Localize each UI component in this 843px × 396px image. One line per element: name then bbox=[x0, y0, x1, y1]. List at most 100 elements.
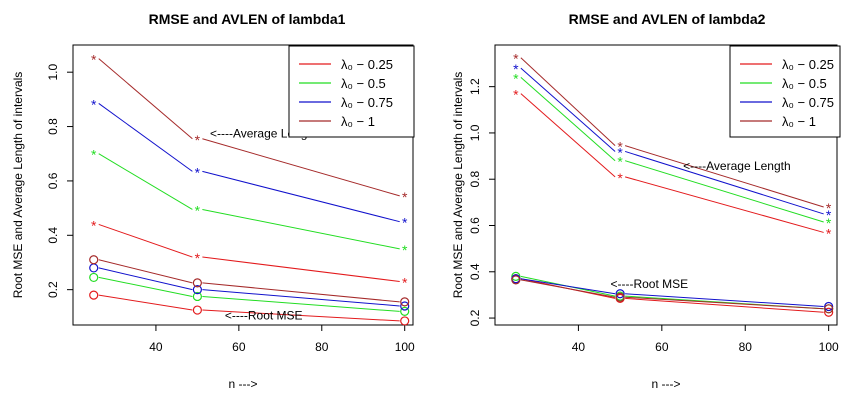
series-3: *** bbox=[511, 61, 834, 312]
avlen-point: * bbox=[195, 250, 201, 266]
y-tick-label: 0.4 bbox=[46, 227, 60, 244]
avlen-point: * bbox=[402, 275, 408, 291]
legend-entry: λ₀ − 0.75 bbox=[341, 95, 393, 110]
rmse-line bbox=[202, 309, 400, 322]
rmse-line bbox=[625, 293, 824, 307]
rmse-point bbox=[824, 304, 834, 314]
y-tick-label: 1.0 bbox=[46, 64, 60, 81]
x-tick-label: 100 bbox=[819, 340, 839, 354]
rmse-point bbox=[192, 285, 202, 295]
y-tick-label: 0.4 bbox=[468, 263, 482, 280]
x-axis-label: n ---> bbox=[228, 377, 257, 391]
avlen-line bbox=[520, 57, 616, 147]
rmse-point bbox=[192, 278, 202, 288]
avlen-point: * bbox=[513, 87, 519, 103]
avlen-line bbox=[202, 208, 400, 250]
rmse-line bbox=[520, 279, 616, 298]
rmse-line bbox=[202, 282, 400, 303]
avlen-point: * bbox=[91, 217, 97, 233]
avlen-line bbox=[624, 176, 824, 233]
rmse-point bbox=[400, 316, 410, 326]
rmse-point bbox=[511, 275, 521, 285]
rmse-line bbox=[98, 259, 193, 284]
legend-entry: λ₀ − 1 bbox=[341, 114, 375, 129]
avlen-line bbox=[624, 160, 824, 223]
chart-panel-2: RMSE and AVLEN of lambda2 40 60 80 100 0.2 0.4… bbox=[451, 11, 841, 391]
series-4: * * * bbox=[89, 52, 410, 307]
rmse-point bbox=[89, 272, 99, 283]
avlen-point: * bbox=[826, 207, 832, 223]
avlen-point: * bbox=[402, 189, 408, 205]
y-axis-label: Root MSE and Average Length of intervals bbox=[451, 72, 465, 299]
series-1: * * * bbox=[89, 217, 410, 326]
avlen-line bbox=[98, 103, 193, 172]
avlen-line bbox=[202, 138, 400, 197]
y-tick-label: 0.2 bbox=[46, 281, 60, 298]
legend-entry: λ₀ − 0.5 bbox=[341, 76, 386, 91]
y-tick-label: 0.8 bbox=[468, 171, 482, 188]
x-axis-label: n ---> bbox=[651, 377, 680, 391]
legend-box bbox=[729, 45, 841, 138]
x-tick-label: 100 bbox=[395, 340, 415, 354]
avlen-point: * bbox=[402, 215, 408, 231]
legend: λ₀ − 0.25 λ₀ − 0.5 λ₀ − 0.75 λ₀ − 1 bbox=[729, 45, 841, 138]
legend-box bbox=[288, 45, 415, 138]
rmse-line bbox=[202, 289, 400, 307]
avlen-point: * bbox=[826, 225, 832, 241]
avlen-point: * bbox=[513, 70, 519, 86]
chart-title: RMSE and AVLEN of lambda2 bbox=[569, 11, 766, 27]
legend-entry: λ₀ − 0.25 bbox=[782, 57, 834, 72]
legend: λ₀ − 0.25 λ₀ − 0.5 λ₀ − 0.75 λ₀ − 1 bbox=[288, 45, 415, 138]
legend-entry: λ₀ − 1 bbox=[782, 114, 816, 129]
rmse-point bbox=[400, 301, 410, 311]
rmse-point bbox=[400, 297, 410, 307]
series-3: * * * bbox=[89, 96, 410, 311]
avlen-line bbox=[98, 153, 193, 210]
x-tick-label: 80 bbox=[315, 340, 329, 354]
plot-frame bbox=[494, 44, 838, 326]
rmse-point bbox=[824, 301, 834, 312]
series-4: *** bbox=[511, 51, 834, 314]
rmse-point bbox=[824, 307, 834, 317]
y-tick-label: 0.6 bbox=[46, 172, 60, 189]
series-1: *** bbox=[511, 87, 834, 317]
avlen-point: * bbox=[617, 139, 623, 155]
avlen-line bbox=[520, 93, 616, 178]
avlen-point: * bbox=[513, 51, 519, 67]
avlen-point: * bbox=[617, 154, 623, 170]
y-tick-label: 0.2 bbox=[468, 309, 482, 326]
rmse-point bbox=[89, 255, 99, 265]
avlen-point: * bbox=[826, 215, 832, 231]
avlen-point: * bbox=[91, 52, 97, 68]
chart-title: RMSE and AVLEN of lambda1 bbox=[149, 11, 346, 27]
avlen-point: * bbox=[91, 147, 97, 163]
rmse-point bbox=[192, 305, 202, 315]
avlen-line bbox=[624, 150, 824, 215]
annotation: <----Root MSE bbox=[610, 277, 688, 291]
avlen-point: * bbox=[91, 96, 97, 112]
avlen-point: * bbox=[617, 170, 623, 186]
avlen-line bbox=[624, 145, 824, 208]
rmse-line bbox=[625, 296, 824, 310]
rmse-line bbox=[625, 297, 824, 313]
series-2: *** bbox=[511, 70, 834, 314]
avlen-point: * bbox=[195, 132, 201, 148]
rmse-point bbox=[615, 289, 625, 299]
rmse-point bbox=[89, 263, 99, 273]
rmse-point bbox=[89, 290, 99, 300]
y-tick-label: 1.2 bbox=[468, 78, 482, 95]
y-tick-label: 1.0 bbox=[468, 124, 482, 141]
x-tick-label: 40 bbox=[572, 340, 586, 354]
avlen-point: * bbox=[617, 144, 623, 160]
avlen-point: * bbox=[402, 242, 408, 258]
rmse-line bbox=[520, 278, 616, 295]
avlen-point: * bbox=[195, 164, 201, 180]
plot-frame bbox=[72, 44, 414, 326]
avlen-line bbox=[98, 58, 193, 140]
avlen-point: * bbox=[195, 202, 201, 218]
avlen-line bbox=[520, 77, 616, 162]
avlen-point: * bbox=[513, 61, 519, 77]
rmse-point bbox=[615, 292, 625, 302]
rmse-point bbox=[192, 291, 202, 302]
avlen-line bbox=[202, 256, 400, 283]
